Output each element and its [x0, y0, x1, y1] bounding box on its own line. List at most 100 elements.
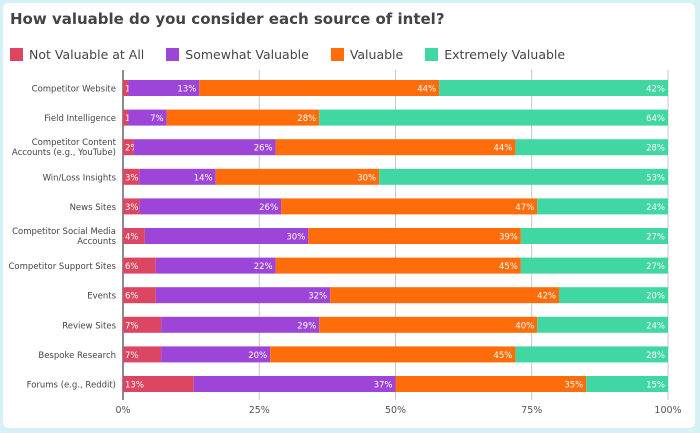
data-label: 24% — [646, 203, 665, 213]
bar-segment — [559, 287, 668, 304]
bar-segment — [215, 168, 380, 185]
data-label: 2% — [125, 144, 139, 154]
bar-segment — [128, 109, 167, 126]
bar-segment — [133, 139, 276, 156]
bar-segment — [515, 139, 668, 156]
category-label: Events — [87, 292, 116, 302]
legend-label: Valuable — [349, 47, 404, 62]
bar-segment — [139, 168, 216, 185]
data-label: 14% — [194, 173, 213, 183]
bar-segment — [123, 109, 129, 126]
data-label: 42% — [646, 85, 665, 95]
x-tick-label: 25% — [249, 405, 270, 416]
data-label: 26% — [254, 144, 273, 154]
bar-segment — [161, 316, 320, 333]
legend-item: Extremely Valuable — [425, 47, 565, 62]
data-label: 30% — [357, 173, 376, 183]
x-tick-label: 100% — [654, 405, 681, 416]
data-label: 13% — [125, 381, 144, 391]
data-label: 26% — [259, 203, 278, 213]
category-label: Field Intelligence — [44, 114, 116, 124]
bar-segment — [144, 228, 309, 244]
data-label: 45% — [499, 262, 518, 272]
data-label: 40% — [515, 321, 534, 331]
data-label: 64% — [646, 114, 665, 124]
x-tick-label: 0% — [115, 405, 130, 416]
category-label: News Sites — [70, 203, 117, 213]
legend-label: Extremely Valuable — [444, 47, 566, 62]
bar-segment — [123, 80, 129, 96]
bar-segment — [161, 346, 271, 363]
data-label: 30% — [286, 233, 305, 243]
bar-segment — [439, 80, 668, 96]
bar-segment — [586, 376, 668, 392]
data-label: 39% — [499, 233, 518, 243]
legend-item: Not Valuable at All — [10, 47, 144, 62]
data-label: 37% — [374, 381, 393, 391]
bar-segment — [319, 109, 668, 126]
legend-label: Not Valuable at All — [29, 47, 145, 62]
bar-segment — [275, 139, 516, 156]
legend-swatch — [166, 48, 180, 61]
bar-segment — [379, 168, 668, 185]
bar-segment — [139, 198, 282, 215]
data-label: 4% — [125, 233, 139, 243]
bar-segment — [270, 346, 516, 363]
data-label: 28% — [646, 351, 665, 361]
data-label: 44% — [493, 144, 512, 154]
data-label: 3% — [125, 173, 139, 183]
data-label: 28% — [297, 114, 316, 124]
data-label: 13% — [177, 85, 196, 95]
data-label: 53% — [646, 173, 665, 183]
bar-segment — [123, 316, 162, 333]
data-label: 32% — [308, 292, 327, 302]
category-label: Competitor Support Sites — [8, 262, 116, 272]
data-label: 7% — [125, 321, 139, 331]
bar-segment — [515, 346, 668, 363]
legend-swatch — [330, 48, 344, 61]
data-label: 22% — [254, 262, 273, 272]
legend-item: Valuable — [330, 47, 404, 62]
bar-segment — [123, 346, 162, 363]
bar-segment — [395, 376, 587, 392]
bar-segment — [319, 316, 538, 333]
data-label: 45% — [493, 351, 512, 361]
legend-item: Somewhat Valuable — [166, 47, 309, 62]
data-label: 47% — [515, 203, 534, 213]
bar-segment — [281, 198, 538, 215]
legend-swatch — [425, 48, 439, 61]
bar-segment — [123, 198, 140, 215]
data-label: 24% — [646, 321, 665, 331]
bar-segment — [155, 257, 276, 274]
bar-segment — [520, 257, 668, 274]
bar-segment — [123, 257, 156, 274]
bar-segment — [128, 80, 200, 96]
data-label: 27% — [646, 262, 665, 272]
data-label: 35% — [564, 381, 583, 391]
bar-segment — [537, 316, 668, 333]
chart-title: How valuable do you consider each source… — [10, 10, 445, 28]
bar-segment — [123, 168, 140, 185]
legend-swatch — [10, 48, 23, 61]
data-label: 20% — [248, 351, 267, 361]
category-label: Bespoke Research — [38, 351, 116, 361]
legend: Not Valuable at All Somewhat Valuable Valu… — [10, 47, 565, 62]
data-label: 28% — [646, 144, 665, 154]
category-label: Competitor Social Media Accounts — [12, 227, 116, 247]
data-label: 7% — [125, 351, 139, 361]
bar-segment — [520, 228, 668, 244]
data-label: 27% — [646, 233, 665, 243]
bar-segment — [330, 287, 559, 304]
data-label: 42% — [537, 292, 556, 302]
data-label: 15% — [646, 381, 665, 391]
category-label: Forums (e.g., Reddit) — [27, 381, 116, 391]
data-label: 20% — [646, 292, 665, 302]
bar-segment — [537, 198, 668, 215]
category-label: Competitor Website — [32, 85, 116, 95]
category-label: Win/Loss Insights — [43, 173, 117, 183]
bar-segment — [166, 109, 320, 126]
x-tick-label: 75% — [521, 405, 542, 416]
bar-segment — [123, 287, 156, 304]
bar-segment — [193, 376, 396, 392]
